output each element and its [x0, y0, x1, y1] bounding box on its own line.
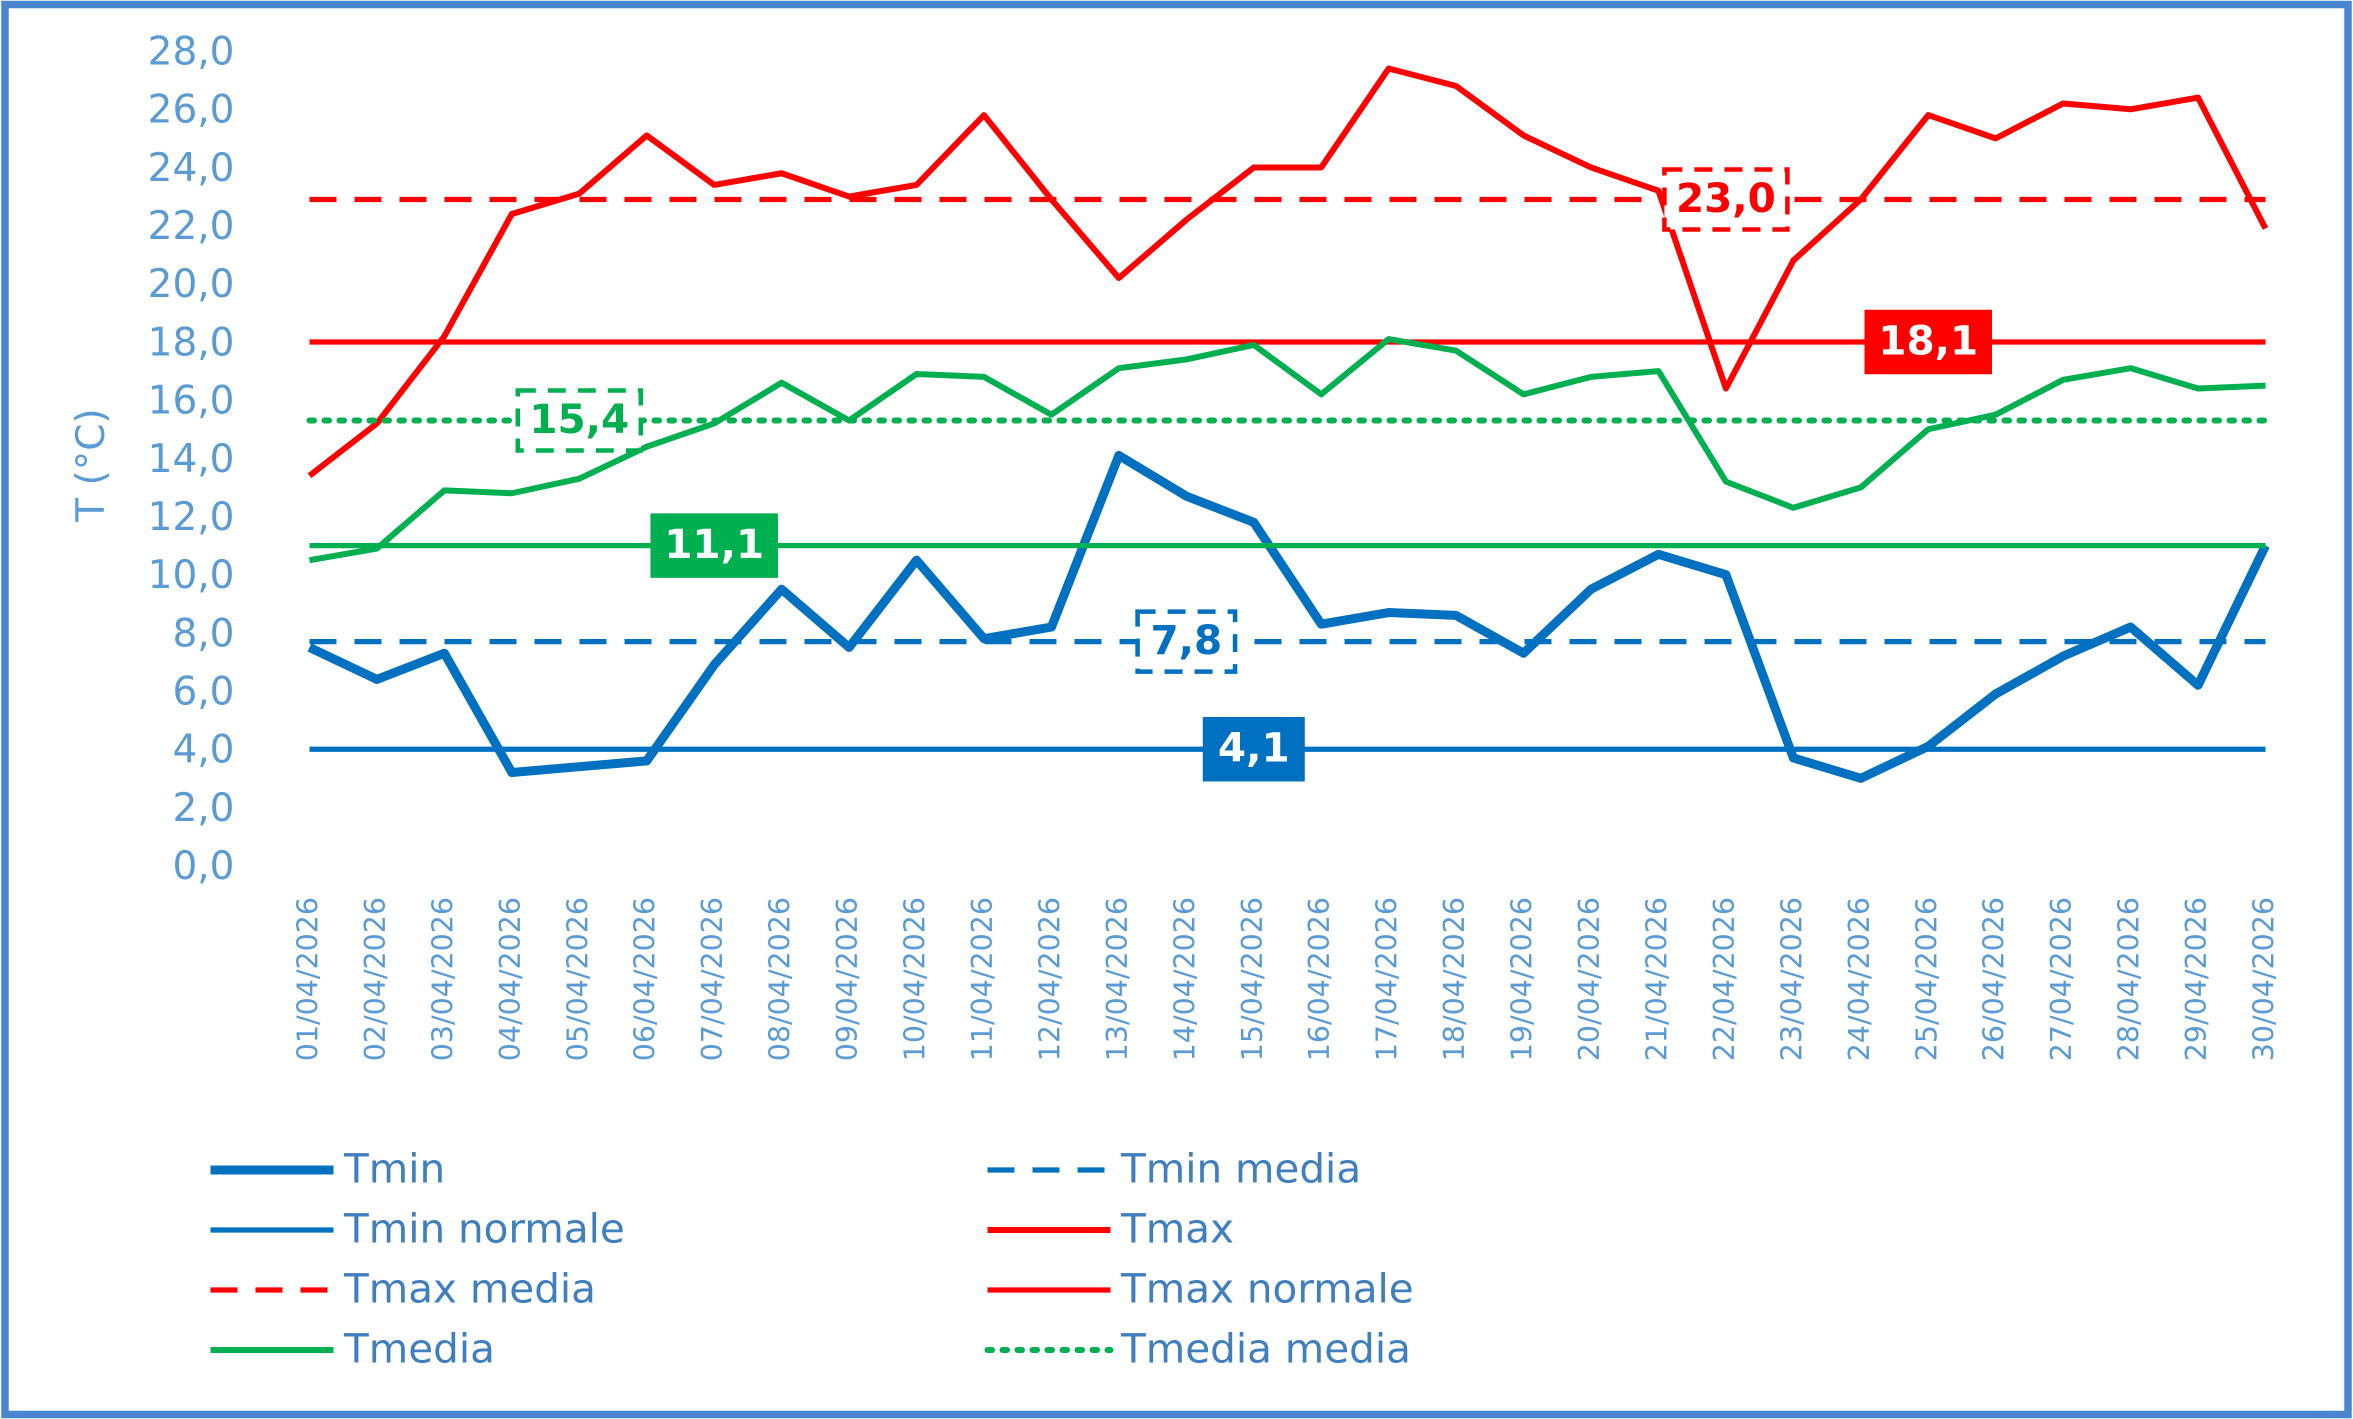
y-tick-label: 18,0: [148, 320, 235, 365]
x-tick-label: 25/04/2026: [1910, 897, 1943, 1061]
x-tick-label: 07/04/2026: [696, 897, 729, 1061]
value-label-box: [1864, 309, 1993, 375]
y-tick-label: 12,0: [148, 495, 235, 540]
value-label: 11,1: [664, 520, 764, 568]
value-label: 4,1: [1218, 724, 1290, 772]
value-label: 23,0: [1676, 174, 1776, 222]
y-tick-label: 28,0: [148, 30, 235, 75]
y-tick-label: 20,0: [148, 262, 235, 307]
x-tick-label: 17/04/2026: [1371, 897, 1404, 1061]
legend-label: Tmedia: [343, 1325, 495, 1373]
y-axis-label: T (°C): [69, 408, 114, 522]
y-tick-label: 4,0: [172, 728, 234, 773]
x-tick-label: 10/04/2026: [899, 897, 932, 1061]
y-tick-label: 10,0: [148, 553, 235, 598]
value-label-box: [515, 388, 644, 453]
value-label-box: [650, 513, 778, 578]
x-tick-label: 30/04/2026: [2248, 897, 2281, 1061]
y-tick-label: 26,0: [148, 88, 235, 133]
x-tick-label: 27/04/2026: [2045, 897, 2078, 1061]
value-label: 15,4: [529, 395, 629, 443]
y-tick-label: 6,0: [172, 669, 234, 714]
legend-label: Tmax normale: [1120, 1265, 1414, 1313]
x-tick-label: 16/04/2026: [1303, 897, 1336, 1061]
x-tick-label: 13/04/2026: [1101, 897, 1134, 1061]
value-label: 18,1: [1878, 316, 1978, 364]
legend-label: Tmax: [1120, 1205, 1234, 1253]
legend-label: Tmedia media: [1120, 1325, 1411, 1373]
x-tick-label: 05/04/2026: [561, 897, 594, 1061]
x-tick-label: 18/04/2026: [1438, 897, 1471, 1061]
y-tick-label: 0,0: [172, 844, 234, 889]
y-tick-label: 14,0: [148, 437, 235, 482]
x-tick-label: 12/04/2026: [1033, 897, 1066, 1061]
series-line: [307, 450, 2270, 783]
x-tick-label: 06/04/2026: [629, 897, 662, 1061]
x-tick-label: 11/04/2026: [966, 897, 999, 1061]
x-tick-label: 23/04/2026: [1775, 897, 1808, 1061]
x-tick-label: 03/04/2026: [426, 897, 459, 1061]
value-label-box: [1202, 716, 1305, 782]
x-tick-label: 15/04/2026: [1236, 897, 1269, 1061]
series-line: [307, 65, 2269, 479]
y-tick-label: 16,0: [148, 379, 235, 424]
legend-label: Tmax media: [343, 1265, 596, 1313]
x-tick-label: 04/04/2026: [494, 897, 527, 1061]
x-tick-label: 28/04/2026: [2113, 897, 2146, 1061]
x-tick-label: 01/04/2026: [292, 897, 325, 1061]
x-tick-label: 29/04/2026: [2180, 897, 2213, 1061]
x-tick-label: 08/04/2026: [764, 897, 797, 1061]
value-label: 7,8: [1150, 616, 1222, 664]
x-tick-label: 02/04/2026: [359, 897, 392, 1061]
value-label-box: [1662, 167, 1790, 232]
value-label-box: [1135, 609, 1238, 674]
legend-label: Tmin normale: [343, 1205, 625, 1253]
x-tick-label: 24/04/2026: [1843, 897, 1876, 1061]
x-tick-label: 20/04/2026: [1573, 897, 1606, 1061]
y-tick-label: 24,0: [148, 146, 235, 191]
y-tick-label: 8,0: [172, 611, 234, 656]
x-tick-label: 19/04/2026: [1506, 897, 1539, 1061]
x-tick-label: 14/04/2026: [1168, 897, 1201, 1061]
y-tick-label: 22,0: [148, 204, 235, 249]
x-tick-label: 26/04/2026: [1978, 897, 2011, 1061]
legend-label: Tmin: [343, 1145, 445, 1193]
y-tick-label: 2,0: [172, 786, 234, 831]
x-tick-label: 09/04/2026: [831, 897, 864, 1061]
legend-label: Tmin media: [1120, 1145, 1361, 1193]
x-tick-label: 22/04/2026: [1708, 897, 1741, 1061]
x-tick-label: 21/04/2026: [1640, 897, 1673, 1061]
